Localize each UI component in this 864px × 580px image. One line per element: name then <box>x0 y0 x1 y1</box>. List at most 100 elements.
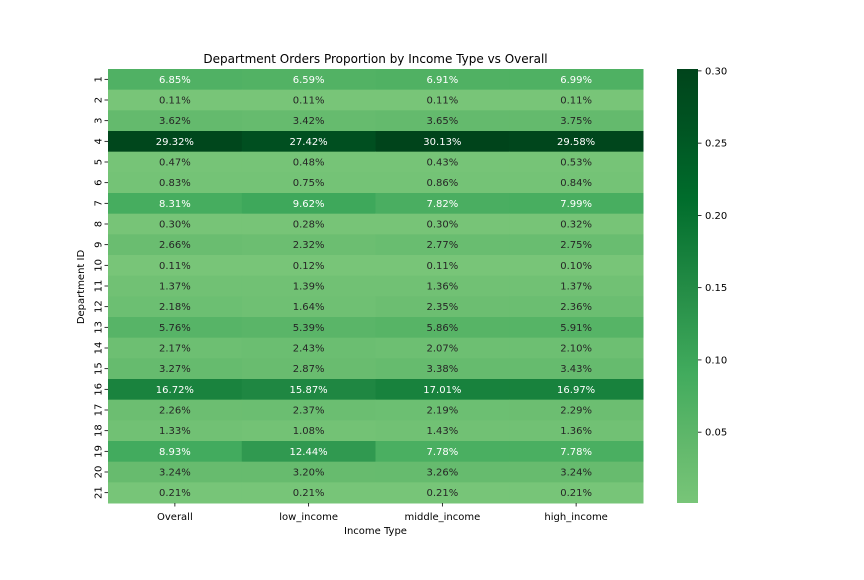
x-tick-label: middle_income <box>404 512 480 523</box>
heatmap-cell <box>375 317 510 339</box>
colorbar-ticks: 0.05 0.10 0.15 0.20 0.25 0.30 <box>698 66 727 439</box>
heatmap-cell <box>108 69 243 91</box>
cell-annotation: 3.62% <box>159 116 191 127</box>
heatmap-cell <box>241 461 376 483</box>
heatmap-cell <box>375 379 510 401</box>
colorbar-tick-label: 0.15 <box>705 283 727 294</box>
cell-annotation: 16.97% <box>557 385 595 396</box>
heatmap-cell <box>108 482 243 504</box>
heatmap-cell <box>241 358 376 380</box>
cell-annotation: 6.91% <box>426 75 458 86</box>
heatmap-cell <box>375 337 510 359</box>
heatmap-cell <box>241 131 376 153</box>
y-tick-label: 4 <box>94 138 105 144</box>
cell-annotation: 3.38% <box>426 364 458 375</box>
cell-annotation: 2.07% <box>426 344 458 355</box>
y-tick-label: 6 <box>94 179 105 185</box>
heatmap-cell <box>108 441 243 463</box>
cell-annotation: 0.11% <box>159 96 191 107</box>
y-tick-label: 13 <box>94 321 105 334</box>
heatmap-cell <box>241 89 376 111</box>
cell-annotation: 29.32% <box>156 137 194 148</box>
heatmap-cell <box>375 110 510 132</box>
cell-annotation: 0.75% <box>293 178 325 189</box>
cell-annotation: 3.43% <box>560 364 592 375</box>
cell-annotation: 0.43% <box>426 158 458 169</box>
colorbar-tick-label: 0.20 <box>705 211 727 222</box>
heatmap-cell <box>241 296 376 318</box>
heatmap-cell <box>509 482 644 504</box>
heatmap-cell <box>108 89 243 111</box>
cell-annotation: 0.11% <box>426 96 458 107</box>
heatmap-cell <box>375 131 510 153</box>
cell-annotation: 3.27% <box>159 364 191 375</box>
heatmap-cell <box>375 461 510 483</box>
heatmap-cell <box>108 275 243 297</box>
cell-annotation: 1.37% <box>560 282 592 293</box>
cell-annotation: 5.86% <box>426 323 458 334</box>
heatmap-cell <box>375 358 510 380</box>
cell-annotation: 27.42% <box>290 137 328 148</box>
cell-annotation: 1.37% <box>159 282 191 293</box>
cell-annotation: 3.26% <box>426 468 458 479</box>
cell-annotation: 15.87% <box>290 385 328 396</box>
heatmap-cell <box>108 172 243 194</box>
cell-annotation: 9.62% <box>293 199 325 210</box>
cell-annotation: 2.43% <box>293 344 325 355</box>
cell-annotation: 5.76% <box>159 323 191 334</box>
cell-annotation: 0.11% <box>159 261 191 272</box>
y-tick-label: 5 <box>94 159 105 165</box>
heatmap-cell <box>509 317 644 339</box>
cell-annotation: 0.21% <box>159 488 191 499</box>
heatmap-cell <box>509 255 644 277</box>
y-axis-label: Department ID <box>76 250 87 325</box>
y-tick-label: 10 <box>94 259 105 272</box>
cell-annotation: 0.21% <box>426 488 458 499</box>
heatmap-cell <box>241 420 376 442</box>
cell-annotation: 1.08% <box>293 426 325 437</box>
heatmap-cell <box>241 275 376 297</box>
cell-annotation: 5.91% <box>560 323 592 334</box>
cell-annotation: 7.78% <box>426 447 458 458</box>
heatmap-cell <box>241 213 376 235</box>
heatmap-cell <box>375 151 510 173</box>
heatmap-cell <box>241 337 376 359</box>
cell-annotation: 3.24% <box>159 468 191 479</box>
cell-annotation: 12.44% <box>290 447 328 458</box>
heatmap-cell <box>108 193 243 215</box>
y-tick-label: 19 <box>94 445 105 458</box>
heatmap-cell <box>241 151 376 173</box>
cell-annotation: 5.39% <box>293 323 325 334</box>
cell-annotation: 1.36% <box>426 282 458 293</box>
cell-annotation: 2.29% <box>560 406 592 417</box>
cell-annotation: 3.42% <box>293 116 325 127</box>
colorbar-tick-label: 0.10 <box>705 355 727 366</box>
cell-annotation: 2.75% <box>560 240 592 251</box>
heatmap-cell <box>509 337 644 359</box>
heatmap-cell <box>509 69 644 91</box>
cell-annotation: 7.82% <box>426 199 458 210</box>
y-tick-label: 20 <box>94 466 105 479</box>
cell-annotation: 2.66% <box>159 240 191 251</box>
heatmap-cell <box>241 69 376 91</box>
heatmap-cell <box>108 420 243 442</box>
heatmap-cell <box>108 213 243 235</box>
heatmap-cell <box>108 379 243 401</box>
heatmap-cell <box>509 89 644 111</box>
heatmap-cell <box>375 482 510 504</box>
heatmap-cell <box>108 317 243 339</box>
cell-annotation: 0.11% <box>293 96 325 107</box>
cell-annotation: 0.28% <box>293 220 325 231</box>
y-tick-label: 18 <box>94 424 105 437</box>
cell-annotation: 1.39% <box>293 282 325 293</box>
y-tick-label: 11 <box>94 280 105 293</box>
heatmap-cell <box>375 172 510 194</box>
cell-annotation: 0.84% <box>560 178 592 189</box>
cell-annotation: 0.30% <box>159 220 191 231</box>
heatmap-cell <box>108 358 243 380</box>
heatmap-cell <box>375 255 510 277</box>
cell-annotation: 3.65% <box>426 116 458 127</box>
heatmap-cell <box>108 399 243 421</box>
y-tick-label: 9 <box>94 241 105 247</box>
